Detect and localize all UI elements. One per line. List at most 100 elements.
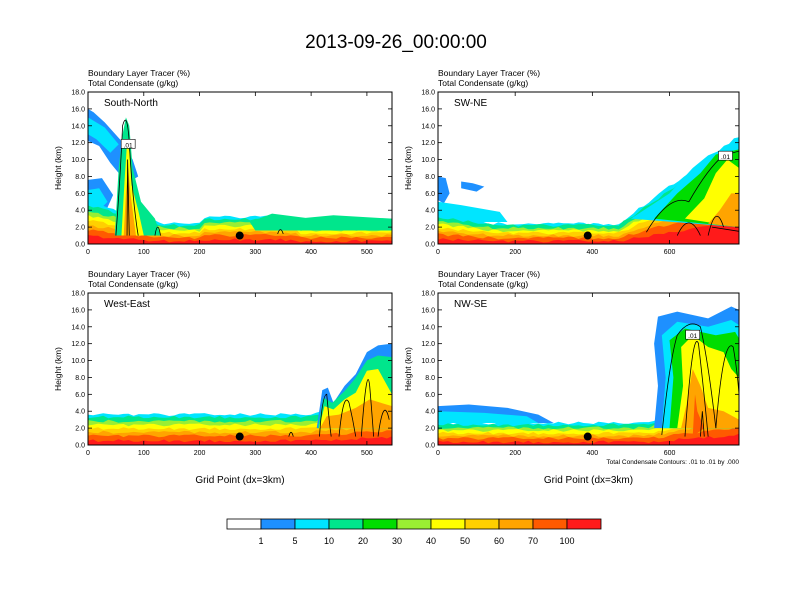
x-tick-label: 200 — [509, 450, 521, 457]
contour-label-box — [685, 329, 700, 340]
panel-2: .01 0.0 2.0 4.0 6.0 8.0 10.0 12.0 14.0 16.0 18.0 0 2… — [403, 68, 740, 256]
contour-line — [661, 323, 717, 435]
y-tick-label: 0.0 — [425, 242, 435, 249]
bl-layer-10 — [438, 220, 739, 244]
x-tick-label: 0 — [436, 249, 440, 256]
panel-title: NW-SE — [454, 299, 487, 310]
x-tick-label: 200 — [194, 450, 206, 457]
colorbar-swatch — [430, 518, 466, 530]
y-tick-label: 8.0 — [75, 375, 85, 382]
convective-core-orange — [123, 168, 136, 236]
site-marker — [235, 231, 244, 240]
contour-line — [319, 393, 332, 437]
field-label-2: Total Condensate (g/kg) — [438, 279, 528, 289]
y-tick-label: 10.0 — [421, 157, 435, 164]
panel-plot-area — [88, 293, 392, 445]
x-tick-label: 200 — [509, 249, 521, 256]
contour-line — [154, 226, 161, 236]
y-axis-label: Height (km) — [403, 347, 413, 391]
y-axis-label: Height (km) — [53, 146, 63, 190]
contour-line — [338, 399, 357, 437]
cloud-green — [249, 213, 392, 231]
colorbar-label: 1 — [258, 536, 263, 546]
plot-frame — [87, 292, 393, 446]
x-axis-label: Grid Point (dx=3km) — [544, 475, 633, 486]
footnote: Total Condensate Contours: .01 to .01 by… — [606, 459, 739, 466]
y-tick-label: 6.0 — [75, 392, 85, 399]
x-axis-label: Grid Point (dx=3km) — [195, 475, 284, 486]
colorbar: 1 5 10 20 30 40 50 60 70 100 — [226, 518, 602, 546]
contour-line — [377, 409, 390, 437]
y-tick-label: 2.0 — [75, 426, 85, 433]
panel-4: .01 0.0 2.0 4.0 6.0 8.0 10.0 12.0 14.0 16.0 18.0 0 2… — [403, 269, 740, 486]
site-marker — [583, 432, 592, 441]
y-tick-label: 6.0 — [425, 392, 435, 399]
cloud-cyan — [88, 117, 119, 153]
y-tick-label: 12.0 — [71, 341, 85, 348]
x-tick-label: 0 — [86, 249, 90, 256]
bl-layer-9 — [438, 427, 739, 445]
y-tick-label: 4.0 — [75, 208, 85, 215]
bl-layer-10 — [88, 436, 392, 445]
y-tick-label: 2.0 — [425, 426, 435, 433]
y-tick-label: 18.0 — [421, 90, 435, 97]
contour-line — [707, 216, 724, 236]
y-tick-label: 0.0 — [75, 443, 85, 450]
x-tick-label: 300 — [249, 450, 261, 457]
x-tick-label: 0 — [86, 450, 90, 457]
colorbar-swatch — [464, 518, 500, 530]
contour-label-box — [718, 150, 733, 161]
y-axis-label: Height (km) — [403, 146, 413, 190]
figure-title: 2013-09-26_00:00:00 — [305, 32, 487, 53]
x-tick-label: 400 — [587, 450, 599, 457]
contour-line — [360, 379, 374, 437]
y-tick-label: 0.0 — [75, 242, 85, 249]
y-tick-label: 6.0 — [75, 191, 85, 198]
field-label-1: Boundary Layer Tracer (%) — [88, 269, 190, 279]
colorbar-label: 20 — [358, 536, 368, 546]
plot-frame — [437, 91, 740, 245]
y-tick-label: 8.0 — [75, 174, 85, 181]
contour-line — [646, 150, 739, 233]
colorbar-swatch — [260, 518, 296, 530]
field-label-1: Boundary Layer Tracer (%) — [88, 68, 190, 78]
colorbar-swatch — [362, 518, 398, 530]
panel-title: SW-NE — [454, 98, 487, 109]
contour-line — [684, 341, 709, 437]
y-tick-label: 0.0 — [425, 443, 435, 450]
y-tick-label: 4.0 — [75, 409, 85, 416]
y-axis-label: Height (km) — [53, 347, 63, 391]
x-tick-label: 600 — [664, 450, 676, 457]
x-tick-label: 600 — [664, 249, 676, 256]
cloud-orange — [320, 399, 392, 429]
cloud-cyan — [438, 201, 508, 223]
cloud-blue — [461, 181, 485, 192]
x-tick-label: 500 — [361, 450, 373, 457]
colorbar-label: 40 — [426, 536, 436, 546]
field-label-2: Total Condensate (g/kg) — [438, 78, 528, 88]
colorbar-swatch — [226, 518, 262, 530]
field-label-1: Boundary Layer Tracer (%) — [438, 269, 540, 279]
y-tick-label: 6.0 — [425, 191, 435, 198]
y-tick-label: 16.0 — [421, 307, 435, 314]
y-tick-label: 18.0 — [71, 291, 85, 298]
y-tick-label: 2.0 — [75, 225, 85, 232]
y-tick-label: 14.0 — [421, 324, 435, 331]
field-label-1: Boundary Layer Tracer (%) — [438, 68, 540, 78]
x-tick-label: 200 — [194, 249, 206, 256]
colorbar-swatch — [328, 518, 364, 530]
colorbar-label: 70 — [528, 536, 538, 546]
field-label-2: Total Condensate (g/kg) — [88, 279, 178, 289]
colorbar-label: 30 — [392, 536, 402, 546]
y-tick-label: 14.0 — [71, 324, 85, 331]
bl-layer-10 — [438, 433, 739, 445]
y-tick-label: 2.0 — [425, 225, 435, 232]
y-tick-label: 16.0 — [71, 106, 85, 113]
x-tick-label: 400 — [305, 249, 317, 256]
site-marker — [583, 231, 592, 240]
y-tick-label: 14.0 — [71, 123, 85, 130]
field-label-2: Total Condensate (g/kg) — [88, 78, 178, 88]
panel-plot-area: .01 — [438, 293, 739, 445]
x-tick-label: 100 — [138, 249, 150, 256]
x-tick-label: 300 — [249, 249, 261, 256]
